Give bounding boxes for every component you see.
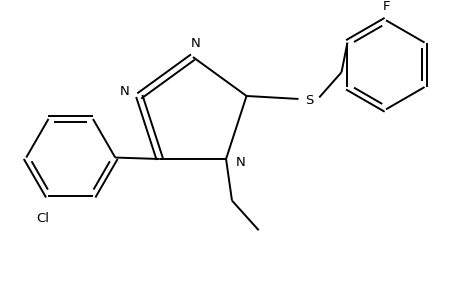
Text: N: N <box>235 155 245 169</box>
Text: Cl: Cl <box>36 212 49 225</box>
Text: N: N <box>190 37 200 50</box>
Text: N: N <box>119 85 129 98</box>
Text: F: F <box>381 1 389 13</box>
Text: S: S <box>304 94 313 107</box>
